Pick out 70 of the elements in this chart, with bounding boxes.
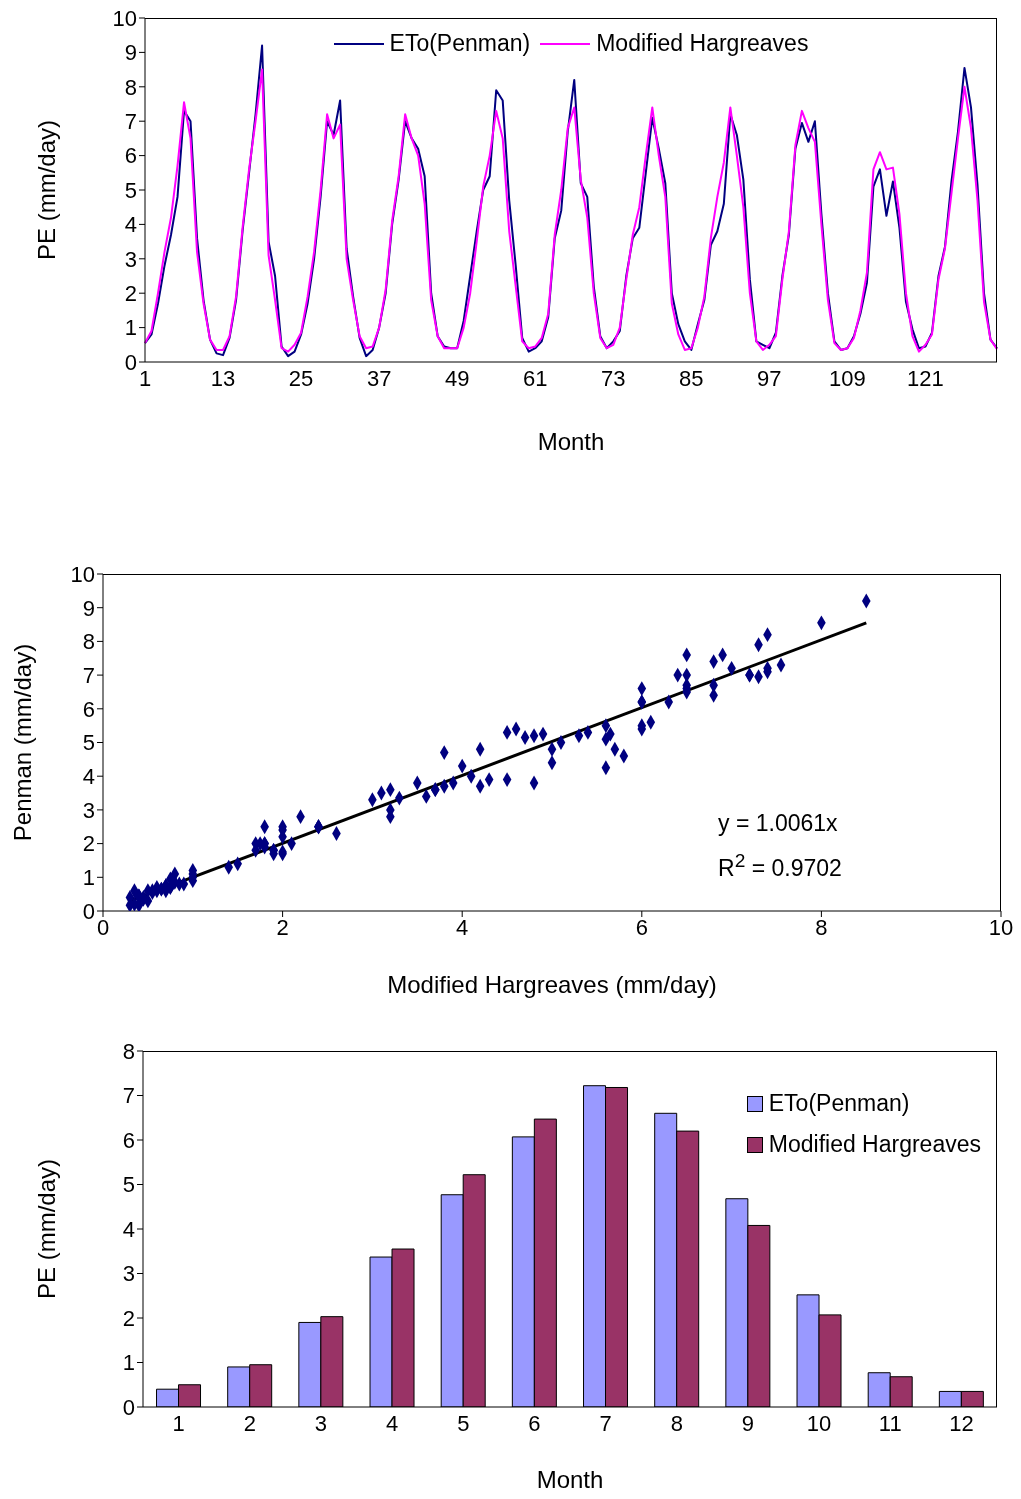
x-tick-label: 10: [806, 1410, 832, 1436]
y-tick-label: 4: [124, 212, 137, 238]
x-tick-label: 61: [522, 365, 548, 391]
x-tick-label: 2: [243, 1410, 256, 1436]
x-tick-label: 4: [456, 914, 469, 940]
y-axis-title: Penman (mm/day): [8, 643, 36, 842]
y-axis-title: PE (mm/day): [32, 119, 60, 261]
y-tick-label: 10: [112, 5, 137, 31]
x-tick-label: 121: [907, 365, 944, 391]
y-tick-label: 5: [122, 1172, 135, 1198]
x-axis-title: Modified Hargreaves (mm/day): [387, 971, 717, 998]
x-tick-label: 49: [444, 365, 470, 391]
x-tick-label: 1: [172, 1410, 185, 1436]
x-tick-label: 109: [829, 365, 866, 391]
y-tick-label: 3: [82, 797, 95, 823]
x-tick-label: 25: [288, 365, 314, 391]
x-tick-label: 85: [679, 365, 704, 391]
y-tick-label: 9: [82, 595, 95, 621]
x-tick-label: 37: [366, 365, 392, 391]
x-axis-title: Month: [537, 428, 605, 455]
x-tick-label: 7: [599, 1410, 612, 1436]
annotation: y = 1.0061x: [718, 810, 838, 837]
y-tick-label: 0: [122, 1394, 135, 1420]
y-tick-label: 10: [70, 561, 95, 587]
y-tick-label: 6: [82, 696, 95, 722]
x-tick-label: 13: [210, 365, 236, 391]
x-axis-title: Month: [536, 1466, 604, 1493]
y-tick-label: 2: [82, 831, 95, 857]
x-tick-label: 8: [670, 1410, 683, 1436]
y-tick-label: 1: [124, 315, 137, 341]
y-tick-label: 4: [82, 764, 95, 790]
y-tick-label: 3: [122, 1261, 135, 1287]
y-tick-label: 8: [122, 1038, 135, 1064]
y-tick-label: 7: [122, 1083, 135, 1109]
x-tick-label: 97: [757, 365, 782, 391]
x-tick-label: 10: [988, 914, 1014, 940]
x-tick-label: 5: [457, 1410, 470, 1436]
y-tick-label: 0: [124, 349, 137, 375]
y-tick-label: 8: [82, 629, 95, 655]
y-tick-label: 3: [124, 246, 137, 272]
y-tick-label: 6: [122, 1127, 135, 1153]
y-axis-title: PE (mm/day): [32, 1158, 60, 1300]
y-tick-label: 2: [124, 281, 137, 307]
x-tick-label: 73: [601, 365, 626, 391]
y-tick-label: 2: [122, 1305, 135, 1331]
y-tick-label: 9: [124, 40, 137, 66]
y-tick-label: 0: [82, 898, 95, 924]
x-tick-label: 4: [385, 1410, 399, 1436]
legend-label: ETo(Penman): [389, 30, 531, 57]
y-tick-label: 5: [82, 730, 95, 756]
x-tick-label: 6: [528, 1410, 541, 1436]
y-tick-label: 5: [124, 177, 137, 203]
x-tick-label: 8: [815, 914, 828, 940]
legend-label: Modified Hargreaves: [596, 30, 809, 57]
legend-label: ETo(Penman): [768, 1090, 910, 1117]
x-tick-label: 3: [314, 1410, 328, 1436]
x-tick-label: 6: [635, 914, 648, 940]
annotation: R$^{2}$ = 0.9702: [718, 850, 842, 882]
y-tick-label: 7: [124, 109, 137, 135]
y-tick-label: 1: [122, 1350, 135, 1376]
y-tick-label: 7: [82, 662, 95, 688]
x-tick-label: 2: [276, 914, 289, 940]
x-tick-label: 12: [949, 1410, 974, 1436]
x-tick-label: 9: [741, 1410, 755, 1436]
y-tick-label: 1: [82, 865, 95, 891]
y-tick-label: 8: [124, 74, 137, 100]
x-tick-label: 11: [878, 1410, 902, 1436]
y-tick-label: 6: [124, 143, 137, 169]
y-tick-label: 4: [122, 1216, 135, 1242]
legend-label: Modified Hargreaves: [768, 1131, 981, 1158]
